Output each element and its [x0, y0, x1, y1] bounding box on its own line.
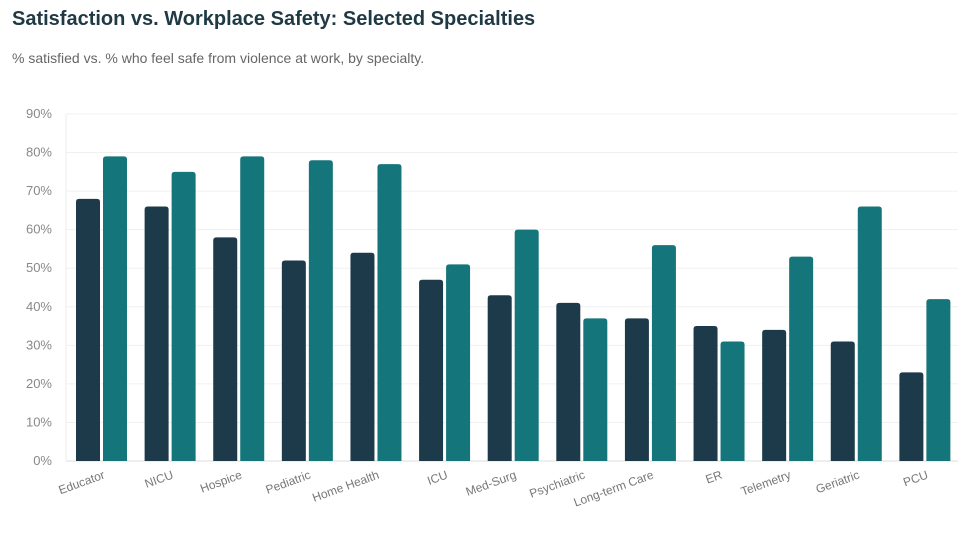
bar-series-1 [213, 237, 238, 461]
y-tick-label: 30% [26, 337, 52, 352]
x-tick-label: NICU [143, 468, 175, 491]
x-tick-label: Hospice [198, 468, 244, 496]
y-tick-label: 60% [26, 222, 52, 237]
y-tick-label: 90% [26, 106, 52, 121]
chart-subtitle: % satisfied vs. % who feel safe from vio… [12, 50, 425, 66]
bar-series-2 [308, 160, 333, 461]
x-tick-label: Geriatric [814, 468, 861, 497]
bar-series-1 [487, 295, 512, 461]
bar-series-2 [240, 156, 265, 461]
bar-series-2 [377, 164, 402, 461]
y-tick-label: 80% [26, 145, 52, 160]
bar-series-1 [350, 252, 375, 461]
bar-series-1 [762, 329, 787, 461]
x-tick-label: ER [704, 468, 725, 487]
bar-series-1 [693, 326, 718, 461]
bar-series-1 [281, 260, 306, 461]
bar-series-1 [144, 206, 169, 461]
bar-series-1 [830, 341, 855, 461]
chart-title: Satisfaction vs. Workplace Safety: Selec… [12, 8, 536, 30]
y-tick-label: 70% [26, 183, 52, 198]
x-tick-label: Telemetry [739, 468, 793, 499]
y-tick-label: 20% [26, 376, 52, 391]
bar-series-2 [789, 256, 814, 461]
bar-series-2 [171, 171, 196, 462]
bar-series-1 [624, 318, 649, 461]
y-tick-label: 0% [33, 453, 52, 468]
y-tick-label: 10% [26, 414, 52, 429]
bar-series-2 [651, 245, 676, 461]
x-tick-label: PCU [901, 468, 930, 490]
x-tick-label: Home Health [310, 468, 381, 505]
y-tick-label: 40% [26, 299, 52, 314]
bar-series-2 [857, 206, 882, 461]
bar-series-2 [583, 318, 608, 461]
x-tick-label: Pediatric [264, 468, 313, 497]
x-tick-label: Med-Surg [464, 468, 518, 499]
bar-series-2 [720, 341, 745, 461]
x-tick-label: ICU [425, 468, 449, 488]
bar-series-1 [899, 372, 924, 461]
bar-series-2 [446, 264, 471, 461]
bar-series-2 [514, 229, 539, 461]
y-tick-label: 50% [26, 260, 52, 275]
bar-series-2 [103, 156, 127, 461]
bar-series-1 [556, 302, 581, 461]
bar-series-2 [926, 299, 951, 461]
bar-series-1 [419, 279, 444, 461]
bar-series-1 [76, 198, 100, 462]
x-tick-label: Educator [57, 468, 107, 498]
